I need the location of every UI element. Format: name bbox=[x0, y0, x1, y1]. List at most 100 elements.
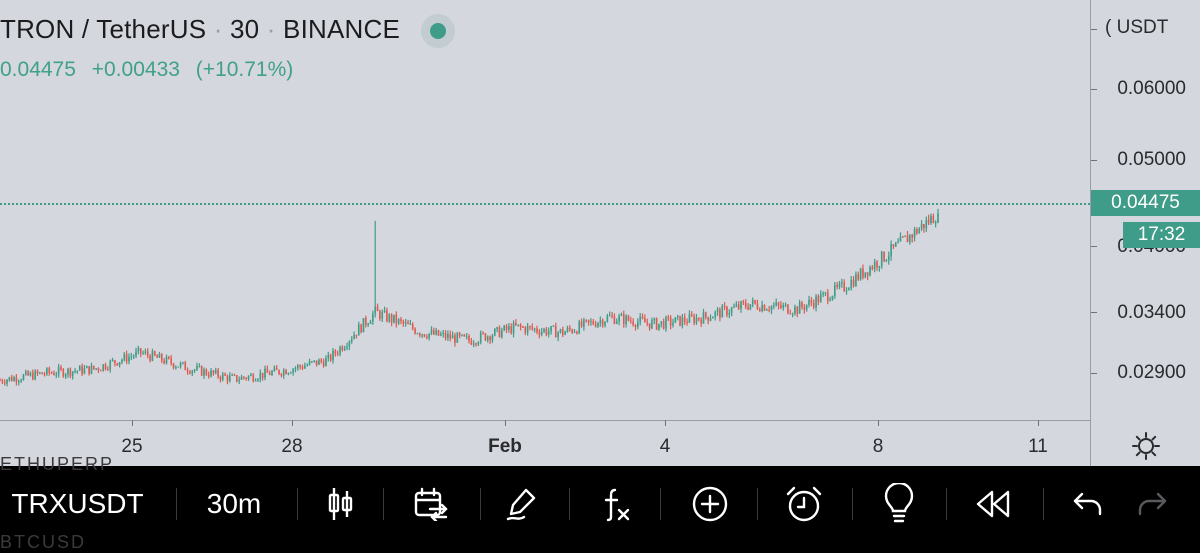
candle-body bbox=[128, 356, 130, 362]
candle-body bbox=[67, 368, 69, 375]
candle-body bbox=[479, 332, 482, 343]
candle-body bbox=[386, 310, 388, 322]
symbol-header[interactable]: TRON / TetherUS · 30 · BINANCE bbox=[0, 14, 400, 45]
candle-body bbox=[458, 332, 461, 336]
candle-body bbox=[1, 380, 4, 383]
candle-body bbox=[243, 376, 245, 378]
candle-body bbox=[55, 374, 58, 376]
candle-body bbox=[690, 314, 693, 317]
candle-body bbox=[686, 321, 688, 323]
candle-body bbox=[362, 318, 365, 333]
tick-mark bbox=[1091, 312, 1097, 313]
candle-body bbox=[841, 282, 843, 284]
candle-body bbox=[470, 340, 473, 345]
candle-body bbox=[522, 326, 524, 328]
price-tick-label: 0.02900 bbox=[1117, 362, 1186, 383]
redo-button[interactable] bbox=[1130, 476, 1174, 532]
candle-body bbox=[165, 356, 168, 364]
indicators-button[interactable] bbox=[594, 476, 638, 532]
drawing-tools-button[interactable] bbox=[500, 476, 544, 532]
candle-body bbox=[111, 360, 114, 362]
candle-body bbox=[880, 251, 883, 267]
calendar-swap-icon bbox=[414, 487, 448, 521]
toolbar-divider bbox=[946, 488, 947, 520]
candle-body bbox=[805, 304, 808, 310]
symbol-button[interactable]: TRXUSDT bbox=[10, 476, 145, 532]
candle-body bbox=[320, 359, 323, 362]
undo-button[interactable] bbox=[1066, 476, 1110, 532]
candle-body bbox=[454, 335, 456, 343]
candle-body bbox=[306, 364, 309, 366]
candle-body bbox=[34, 370, 36, 380]
change-value: +0.00433 bbox=[91, 58, 180, 81]
candle-body bbox=[60, 367, 62, 370]
candle-body bbox=[273, 367, 276, 372]
candle-body bbox=[444, 332, 447, 339]
symbol-button-label: TRXUSDT bbox=[11, 488, 144, 519]
candle-body bbox=[191, 370, 194, 374]
time-tick-label: Feb bbox=[488, 436, 522, 457]
candle-body bbox=[240, 376, 243, 380]
ideas-button[interactable] bbox=[876, 476, 922, 532]
candle-body bbox=[121, 359, 123, 363]
candle-body bbox=[285, 370, 287, 375]
interval-button[interactable]: 30m bbox=[196, 476, 272, 532]
candle-body bbox=[634, 325, 637, 327]
candle-body bbox=[583, 319, 585, 327]
chart-type-button[interactable] bbox=[318, 476, 362, 532]
candle-body bbox=[404, 322, 407, 324]
candle-body bbox=[679, 315, 681, 326]
candle-body bbox=[749, 304, 752, 310]
toolbar-divider bbox=[852, 488, 853, 520]
candle-body bbox=[198, 366, 201, 368]
candle-body bbox=[580, 321, 583, 327]
undo-icon bbox=[1073, 492, 1102, 516]
candle-body bbox=[902, 236, 904, 238]
candle-body bbox=[744, 302, 747, 308]
alerts-button[interactable] bbox=[780, 476, 828, 532]
candle-body bbox=[674, 317, 677, 323]
chart-area[interactable]: TRON / TetherUS · 30 · BINANCE 0.04475 +… bbox=[0, 0, 1200, 466]
watchlist-ghost-text: ETHUPERP bbox=[0, 454, 115, 474]
candle-body bbox=[770, 306, 773, 311]
add-button[interactable] bbox=[686, 476, 734, 532]
settings-gear-icon[interactable] bbox=[1132, 432, 1160, 460]
candle-body bbox=[158, 353, 161, 358]
candle-body bbox=[83, 368, 86, 374]
candle-body bbox=[878, 266, 881, 268]
replay-button[interactable] bbox=[970, 476, 1016, 532]
candle-body bbox=[451, 335, 454, 339]
candle-body bbox=[184, 362, 187, 371]
time-tick-label: 4 bbox=[659, 436, 671, 457]
candle-body bbox=[730, 307, 733, 313]
time-tick-mark bbox=[665, 420, 666, 426]
candle-body bbox=[693, 316, 695, 323]
candle-body bbox=[627, 315, 630, 321]
candle-body bbox=[855, 274, 857, 287]
price-axis-divider bbox=[1090, 0, 1091, 466]
candle-body bbox=[550, 326, 552, 332]
candle-body bbox=[224, 373, 226, 376]
candle-body bbox=[200, 366, 203, 376]
candle-body bbox=[43, 374, 46, 376]
time-tick-mark bbox=[132, 420, 133, 426]
candle-body bbox=[69, 368, 72, 377]
compare-button[interactable] bbox=[408, 476, 454, 532]
market-status-icon[interactable] bbox=[421, 14, 455, 48]
candle-body bbox=[168, 356, 170, 359]
price-tick-label: 0.03400 bbox=[1117, 302, 1186, 323]
candle-body bbox=[489, 336, 491, 341]
candle-body bbox=[238, 379, 241, 382]
candle-body bbox=[517, 324, 520, 326]
candle-body bbox=[41, 372, 44, 375]
candle-body bbox=[526, 326, 529, 333]
candle-body bbox=[266, 368, 269, 373]
candle-body bbox=[135, 351, 137, 357]
candle-body bbox=[294, 368, 297, 370]
candle-body bbox=[601, 320, 604, 326]
candle-body bbox=[228, 375, 231, 382]
time-tick-label: 11 bbox=[1028, 436, 1048, 457]
candle-body bbox=[301, 366, 304, 369]
candle-body bbox=[170, 358, 173, 364]
candle-body bbox=[920, 223, 923, 229]
